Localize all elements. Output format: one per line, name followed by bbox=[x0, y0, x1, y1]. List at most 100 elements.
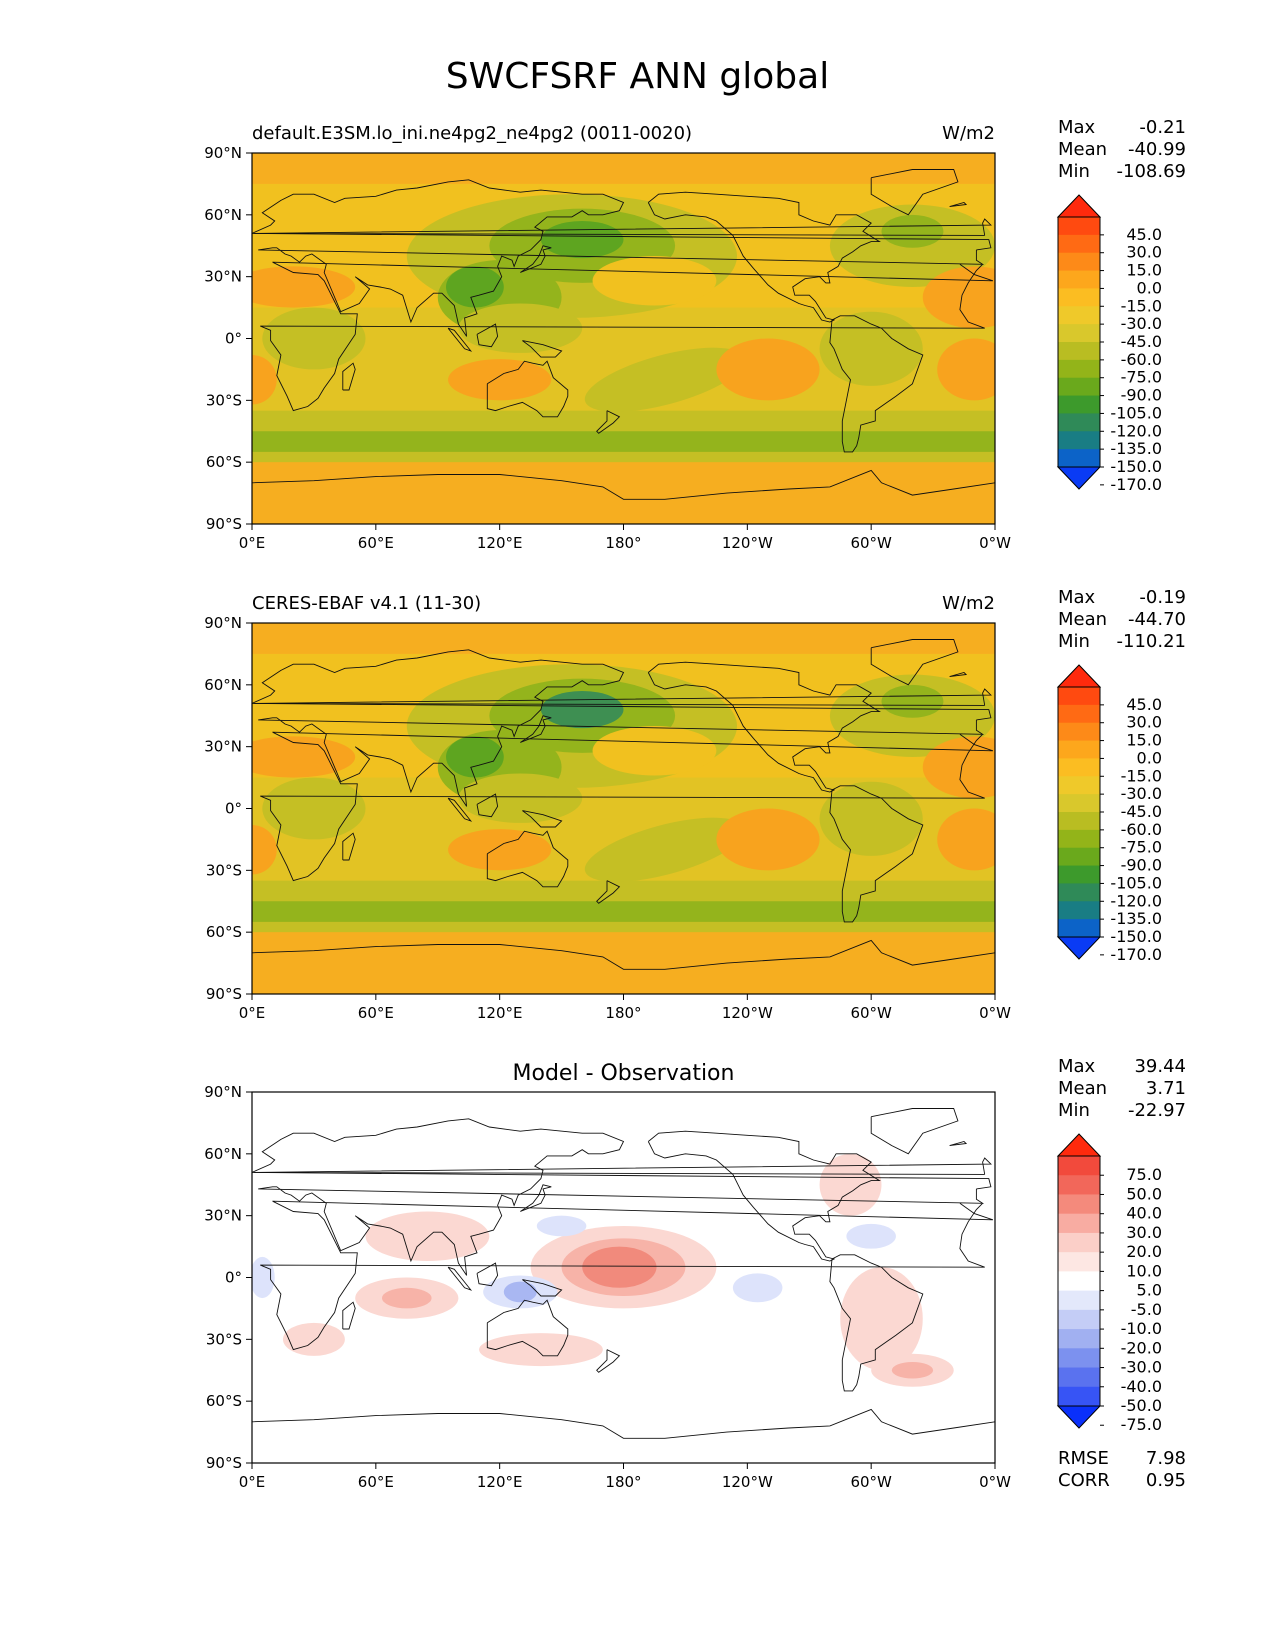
coastline bbox=[522, 810, 563, 828]
colorbar-swatch bbox=[1058, 829, 1100, 849]
lon-tick-label: 60°E bbox=[358, 1004, 394, 1022]
field-region bbox=[503, 1281, 537, 1303]
colorbar-label: -75.0 bbox=[1121, 1415, 1162, 1434]
colorbar-label: 15.0 bbox=[1126, 731, 1162, 750]
stat-value: -110.21 bbox=[1117, 631, 1186, 652]
field-region bbox=[252, 824, 277, 875]
lat-tick-label: 30°S bbox=[206, 391, 242, 409]
stat-value: -40.99 bbox=[1128, 139, 1186, 160]
coastline bbox=[949, 671, 968, 678]
lat-tick-label: 90°N bbox=[204, 1083, 242, 1101]
lon-tick-label: 60°E bbox=[358, 534, 394, 552]
colorbar-swatch bbox=[1058, 794, 1100, 813]
stat-label: CORR bbox=[1058, 1470, 1110, 1491]
field-region bbox=[458, 773, 583, 823]
lon-tick-label: 60°W bbox=[850, 534, 892, 552]
colorbar-swatch bbox=[1058, 288, 1100, 307]
colorbar-label: 30.0 bbox=[1126, 713, 1162, 732]
stat-label: Mean bbox=[1058, 1078, 1107, 1099]
coastline bbox=[447, 797, 473, 822]
field-region bbox=[891, 1362, 934, 1379]
lat-tick-label: 90°S bbox=[206, 515, 242, 533]
lat-tick-label: 60°N bbox=[204, 206, 242, 224]
coastline bbox=[522, 1279, 563, 1297]
colorbar-swatch bbox=[1058, 847, 1100, 867]
colorbar-label: 0.0 bbox=[1137, 278, 1162, 297]
stat-label: Mean bbox=[1058, 609, 1107, 630]
colorbar-swatch bbox=[1058, 377, 1100, 397]
field-region bbox=[937, 338, 995, 401]
lon-tick-label: 60°W bbox=[850, 1004, 892, 1022]
colorbar-swatch bbox=[1058, 234, 1100, 254]
coastline bbox=[520, 245, 552, 273]
coastline bbox=[520, 715, 552, 743]
lat-tick-label: 30°N bbox=[204, 1207, 242, 1225]
lat-tick-label: 30°N bbox=[204, 268, 242, 286]
field-band bbox=[252, 466, 995, 524]
lon-tick-label: 180° bbox=[605, 1473, 641, 1491]
stat-value: 3.71 bbox=[1146, 1078, 1186, 1099]
colorbar-label: -170.0 bbox=[1110, 945, 1162, 964]
colorbar-swatch bbox=[1058, 1252, 1100, 1272]
stat-label: Mean bbox=[1058, 139, 1107, 160]
coastline bbox=[252, 469, 995, 500]
colorbar-frame bbox=[1057, 1155, 1101, 1407]
coastline bbox=[486, 830, 569, 888]
lon-tick-label: 120°W bbox=[722, 1004, 773, 1022]
coastline bbox=[870, 639, 959, 686]
field-region bbox=[881, 684, 944, 718]
colorbar-swatch bbox=[1058, 413, 1100, 432]
colorbar-swatch bbox=[1058, 687, 1100, 706]
lon-tick-label: 180° bbox=[605, 534, 641, 552]
colorbar-swatch bbox=[1058, 1367, 1100, 1388]
field-region bbox=[582, 1246, 657, 1288]
colorbar-cap bbox=[1056, 466, 1102, 490]
field-region bbox=[540, 221, 624, 259]
colorbar-swatch bbox=[1058, 431, 1100, 450]
colorbar-swatch bbox=[1058, 1271, 1100, 1292]
colorbar-cap bbox=[1056, 1133, 1102, 1157]
lon-tick-label: 180° bbox=[605, 1004, 641, 1022]
field-region bbox=[716, 338, 820, 401]
field-region bbox=[819, 1153, 882, 1216]
colorbar-label: -15.0 bbox=[1121, 766, 1162, 785]
coastline bbox=[870, 1108, 959, 1155]
field-region bbox=[840, 1267, 923, 1371]
colorbar-label: -135.0 bbox=[1110, 909, 1162, 928]
field-region bbox=[819, 781, 923, 856]
coastline bbox=[522, 340, 563, 358]
colorbar-label: -30.0 bbox=[1121, 314, 1162, 333]
colorbar-swatch bbox=[1058, 812, 1100, 831]
colorbar-label: 30.0 bbox=[1126, 1223, 1162, 1242]
colorbar-label: -170.0 bbox=[1110, 475, 1162, 494]
field-band bbox=[252, 153, 995, 182]
coastline bbox=[342, 832, 356, 861]
colorbar-label: -75.0 bbox=[1121, 368, 1162, 387]
lon-tick-label: 120°E bbox=[477, 534, 523, 552]
coastline bbox=[342, 362, 356, 391]
coastline bbox=[829, 315, 924, 453]
colorbar-swatch bbox=[1058, 1309, 1100, 1330]
panel-units: W/m2 bbox=[942, 123, 995, 144]
colorbar-label: 45.0 bbox=[1126, 225, 1162, 244]
colorbar-swatch bbox=[1058, 306, 1100, 325]
lat-tick-label: 60°N bbox=[204, 676, 242, 694]
coastline bbox=[260, 731, 994, 882]
coastline bbox=[870, 169, 959, 216]
field-region bbox=[846, 1223, 896, 1249]
colorbar-label: -50.0 bbox=[1121, 1396, 1162, 1415]
lat-tick-label: 30°N bbox=[204, 738, 242, 756]
lon-tick-label: 120°W bbox=[722, 1473, 773, 1491]
panel-units: W/m2 bbox=[942, 593, 995, 614]
colorbar-label: 0.0 bbox=[1137, 748, 1162, 767]
field-region bbox=[252, 736, 356, 778]
colorbar-label: -135.0 bbox=[1110, 439, 1162, 458]
colorbar-swatch bbox=[1058, 252, 1100, 272]
lat-tick-label: 60°S bbox=[206, 923, 242, 941]
field-region bbox=[732, 1273, 783, 1303]
coastline bbox=[447, 1266, 473, 1291]
coastline bbox=[342, 1301, 356, 1330]
colorbar-label: -150.0 bbox=[1110, 457, 1162, 476]
panel-diff: Model - Observation 0°E 60°E 120°E 180° 120°W… bbox=[204, 1056, 1186, 1491]
